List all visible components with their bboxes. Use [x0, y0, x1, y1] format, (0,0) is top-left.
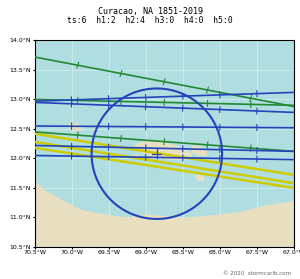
- Text: Curacao, NA 1851-2019: Curacao, NA 1851-2019: [98, 7, 202, 16]
- Polygon shape: [132, 141, 192, 160]
- Polygon shape: [192, 145, 207, 156]
- Polygon shape: [194, 175, 205, 181]
- Polygon shape: [133, 154, 140, 158]
- Text: © 2020  stormcarib.com: © 2020 stormcarib.com: [223, 271, 291, 276]
- Polygon shape: [66, 123, 83, 131]
- Polygon shape: [34, 181, 294, 247]
- Text: ts:6  h1:2  h2:4  h3:0  h4:0  h5:0: ts:6 h1:2 h2:4 h3:0 h4:0 h5:0: [67, 16, 233, 25]
